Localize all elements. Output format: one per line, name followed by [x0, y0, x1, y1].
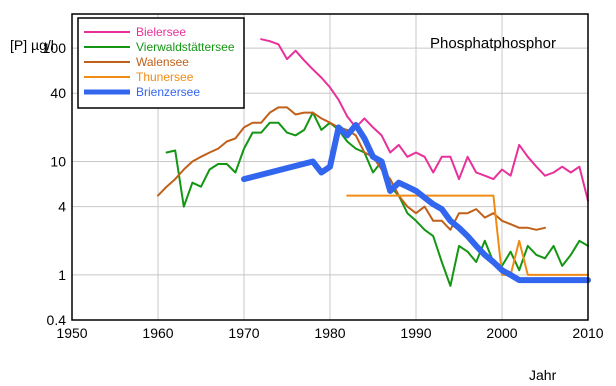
x-tick-label: 1960 — [142, 325, 173, 341]
legend-label: Walensee — [136, 55, 189, 69]
series-line-vierwaldst-ttersee — [165, 111, 589, 287]
x-tick-label: 1990 — [400, 325, 431, 341]
x-tick-label: 1970 — [228, 325, 259, 341]
x-axis-ticks: 1950 1960 1970 1980 1990 2000 2010 — [56, 325, 603, 341]
series-line-thunersee — [346, 194, 589, 276]
y-tick-label: 4 — [58, 199, 66, 215]
y-tick-label: 100 — [43, 40, 67, 56]
legend-label: Brienzersee — [136, 85, 200, 99]
y-axis-ticks: 0.4 1 4 10 40 100 — [43, 40, 67, 328]
series-layer — [157, 38, 591, 287]
chart-title: Phosphatphosphor — [430, 35, 556, 52]
series-line-brienzersee — [241, 122, 591, 284]
x-axis-label: Jahr — [529, 367, 557, 383]
legend-label: Vierwaldstättersee — [136, 40, 235, 54]
x-tick-label: 2010 — [572, 325, 603, 341]
legend-label: Thunersee — [136, 70, 194, 84]
y-axis-label: [P] µg/l — [10, 37, 54, 53]
plot-frame — [71, 13, 589, 321]
y-tick-label: 40 — [50, 85, 66, 101]
legend-label: Bielersee — [136, 25, 186, 39]
y-tick-label: 0.4 — [47, 312, 67, 328]
y-tick-label: 1 — [58, 267, 66, 283]
series-line-bielersee — [260, 38, 589, 202]
legend: BielerseeVierwaldstätterseeWalenseeThune… — [77, 17, 245, 109]
x-tick-label: 1980 — [314, 325, 345, 341]
y-tick-label: 10 — [50, 154, 66, 170]
x-tick-label: 2000 — [486, 325, 517, 341]
x-tick-label: 1950 — [56, 325, 87, 341]
